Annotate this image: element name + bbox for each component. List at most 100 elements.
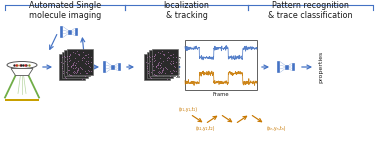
Text: localization
& tracking: localization & tracking xyxy=(164,1,209,20)
Point xyxy=(68,72,74,75)
Point xyxy=(162,72,168,75)
Point xyxy=(153,73,159,76)
Point xyxy=(69,68,75,70)
Point xyxy=(147,56,153,58)
Point xyxy=(164,64,170,66)
Bar xyxy=(67,49,93,75)
Point xyxy=(71,72,77,75)
Point xyxy=(149,70,155,73)
Point xyxy=(155,71,161,74)
Point xyxy=(154,75,160,77)
Point xyxy=(77,66,83,69)
Point xyxy=(148,70,154,73)
Point xyxy=(165,69,171,71)
Point xyxy=(153,67,160,69)
Point xyxy=(165,64,171,66)
Point xyxy=(71,63,77,65)
Point xyxy=(160,69,166,72)
Point xyxy=(66,73,72,75)
Point xyxy=(163,68,169,70)
Point xyxy=(80,64,86,66)
Point xyxy=(173,60,179,63)
Point xyxy=(88,60,94,63)
Polygon shape xyxy=(111,64,115,69)
Point xyxy=(155,64,161,66)
Text: (x₁,y₁,t₁): (x₁,y₁,t₁) xyxy=(178,107,198,112)
Point xyxy=(82,75,88,78)
Point xyxy=(59,67,65,69)
Point xyxy=(157,67,163,70)
Point xyxy=(73,59,79,62)
Point xyxy=(70,51,76,53)
Point xyxy=(149,63,155,65)
Point xyxy=(80,57,86,59)
Point xyxy=(152,63,158,66)
Point xyxy=(144,65,150,68)
Point xyxy=(161,69,167,72)
Point xyxy=(87,70,93,72)
Point xyxy=(81,68,87,71)
Point xyxy=(64,70,70,73)
Point xyxy=(62,56,68,58)
Point xyxy=(158,59,164,62)
Point xyxy=(146,55,152,57)
Point xyxy=(173,70,179,73)
Point xyxy=(66,70,72,73)
Text: Frame: Frame xyxy=(213,93,229,98)
Point xyxy=(76,61,82,63)
Point xyxy=(81,63,87,65)
Point xyxy=(62,60,68,63)
Point xyxy=(147,60,153,63)
Point xyxy=(70,63,76,65)
Polygon shape xyxy=(277,61,280,73)
Point xyxy=(164,66,170,69)
Point xyxy=(79,56,85,58)
Point xyxy=(152,58,158,61)
Point xyxy=(160,53,166,56)
Point xyxy=(75,60,81,62)
Point xyxy=(67,63,73,66)
Point xyxy=(64,61,70,64)
Point xyxy=(74,69,80,71)
Point xyxy=(64,63,70,65)
Point xyxy=(166,57,172,59)
Point xyxy=(78,57,84,60)
Point xyxy=(64,58,70,60)
Point xyxy=(75,68,81,70)
Point xyxy=(70,67,76,69)
Point xyxy=(162,66,168,68)
Point xyxy=(156,74,163,76)
Point xyxy=(166,68,172,71)
Point xyxy=(157,71,163,73)
Point xyxy=(85,56,91,58)
Point xyxy=(66,64,72,66)
Point xyxy=(68,66,74,69)
Point xyxy=(168,54,174,57)
Point xyxy=(161,52,167,55)
Point xyxy=(163,57,169,60)
Bar xyxy=(144,54,170,80)
Point xyxy=(161,67,167,70)
Point xyxy=(170,65,177,67)
Point xyxy=(68,62,74,64)
Point xyxy=(65,65,71,67)
Polygon shape xyxy=(11,69,33,75)
Point xyxy=(63,70,69,73)
Point xyxy=(70,71,76,74)
Point xyxy=(71,59,77,62)
Point xyxy=(83,54,89,57)
Point xyxy=(172,66,178,69)
Text: properties: properties xyxy=(318,51,323,83)
Point xyxy=(75,66,81,69)
Point xyxy=(163,57,169,60)
Point xyxy=(158,72,164,75)
Polygon shape xyxy=(291,63,294,71)
Point xyxy=(160,69,166,71)
Point xyxy=(156,72,162,75)
Point xyxy=(143,61,149,64)
Point xyxy=(149,61,155,64)
Point xyxy=(59,56,65,58)
Point xyxy=(150,66,156,68)
Point xyxy=(72,60,78,63)
Point xyxy=(77,72,83,75)
